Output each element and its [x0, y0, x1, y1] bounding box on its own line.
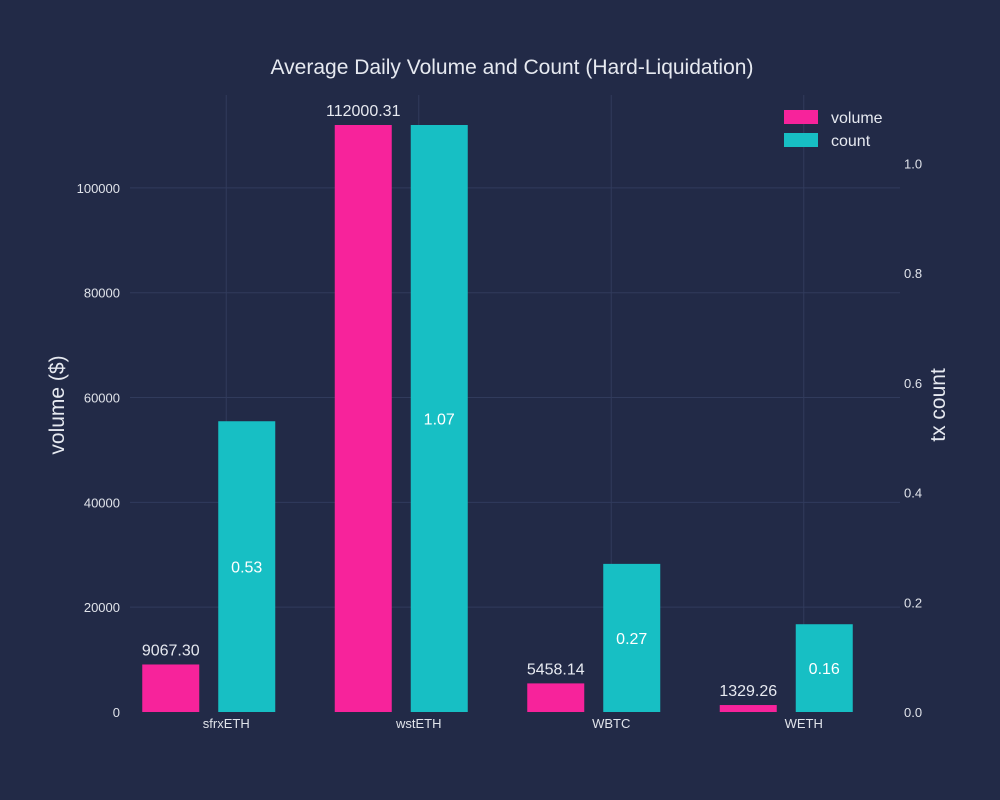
bar-labels: 9067.30 0.53 112000.31 1.07 5458.14 0.27 1329.…	[142, 103, 840, 700]
y-tick-label: 80000	[84, 286, 120, 301]
legend-label-volume[interactable]: volume	[831, 110, 883, 127]
y2-axis-ticks: 0.0 0.2 0.4 0.6 0.8 1.0	[904, 156, 922, 720]
bars	[142, 125, 853, 712]
y2-tick-label: 0.6	[904, 376, 922, 391]
y2-tick-label: 0.0	[904, 705, 922, 720]
data-label-count-sfrxETH: 0.53	[231, 560, 262, 577]
y-axis-ticks: 0 20000 40000 60000 80000 100000	[77, 181, 120, 720]
x-tick-label: WETH	[785, 716, 823, 731]
y-tick-label: 20000	[84, 600, 120, 615]
bar-count-sfrxETH[interactable]	[218, 421, 276, 712]
x-tick-label: sfrxETH	[203, 716, 250, 731]
y2-tick-label: 1.0	[904, 156, 922, 171]
x-tick-label: WBTC	[592, 716, 630, 731]
y-axis-title: volume ($)	[46, 355, 69, 454]
legend-swatch-count[interactable]	[784, 133, 818, 147]
bar-count-wstETH[interactable]	[410, 125, 468, 712]
bar-count-WBTC[interactable]	[603, 563, 661, 712]
data-label-volume-WBTC: 5458.14	[527, 661, 585, 678]
data-label-volume-WETH: 1329.26	[719, 683, 777, 700]
bar-volume-wstETH[interactable]	[334, 125, 392, 712]
data-label-volume-sfrxETH: 9067.30	[142, 642, 200, 659]
legend[interactable]: volume count	[784, 110, 883, 150]
y2-axis-title: tx count	[927, 368, 950, 442]
data-label-count-WETH: 0.16	[809, 661, 840, 678]
y-tick-label: 60000	[84, 391, 120, 406]
legend-swatch-volume[interactable]	[784, 110, 818, 124]
y2-tick-label: 0.8	[904, 266, 922, 281]
data-label-volume-wstETH: 112000.31	[326, 103, 401, 120]
y-tick-label: 40000	[84, 495, 120, 510]
x-axis-ticks: sfrxETH wstETH WBTC WETH	[203, 716, 823, 731]
legend-label-count[interactable]: count	[831, 133, 871, 150]
y-tick-label: 0	[113, 705, 120, 720]
bar-volume-WBTC[interactable]	[527, 683, 585, 712]
data-label-count-wstETH: 1.07	[424, 412, 455, 429]
bar-volume-sfrxETH[interactable]	[142, 664, 200, 712]
y2-tick-label: 0.4	[904, 486, 922, 501]
chart-title: Average Daily Volume and Count (Hard-Liq…	[271, 56, 754, 79]
bar-volume-WETH[interactable]	[719, 705, 777, 712]
data-label-count-WBTC: 0.27	[616, 631, 647, 648]
x-tick-label: wstETH	[395, 716, 442, 731]
bar-count-WETH[interactable]	[795, 624, 853, 712]
y-tick-label: 100000	[77, 181, 120, 196]
y2-tick-label: 0.2	[904, 595, 922, 610]
